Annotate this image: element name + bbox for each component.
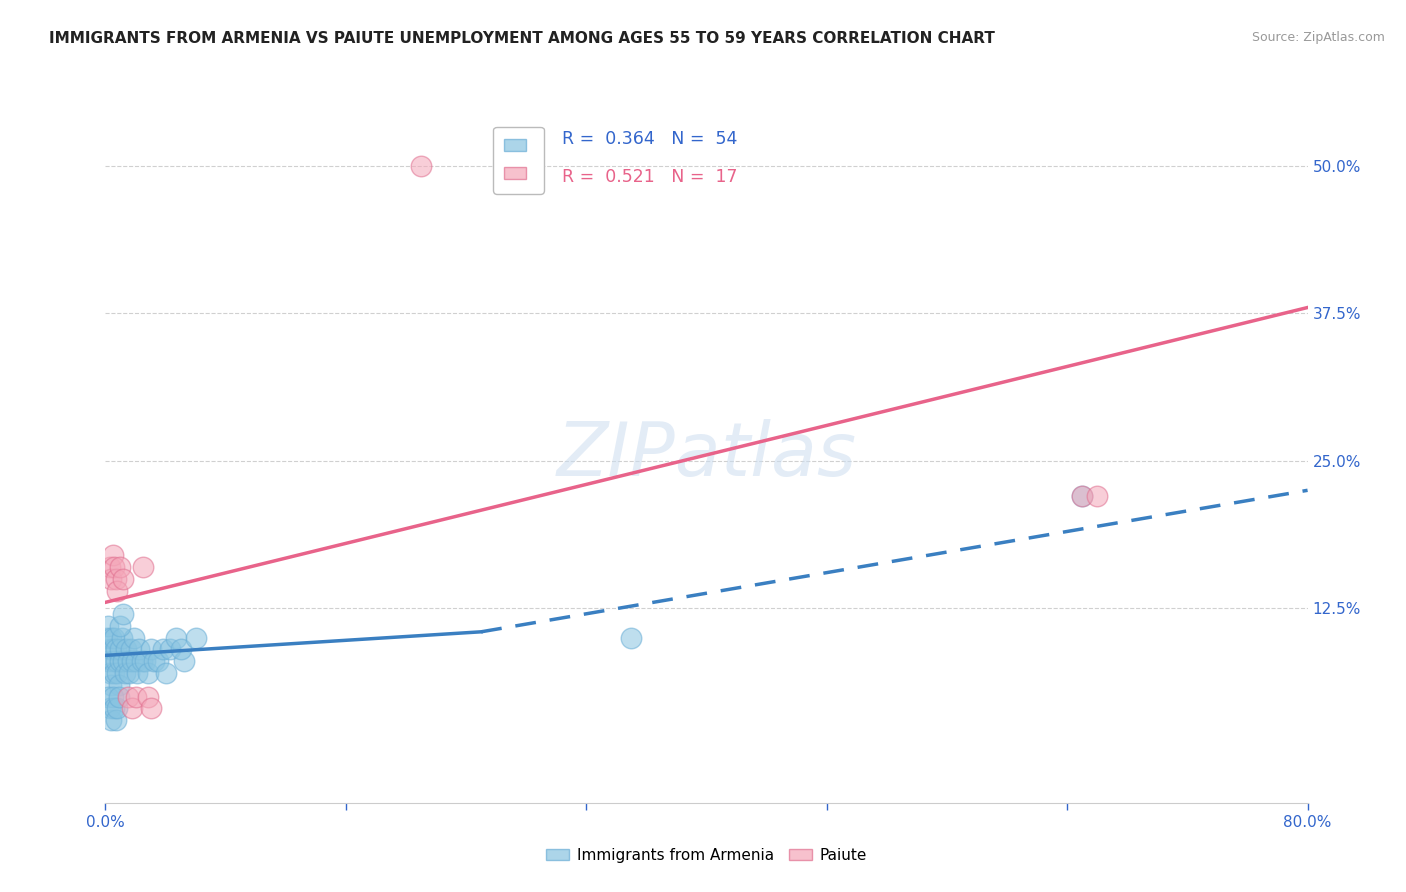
Point (118, 666, 141, 681)
Point (134, 654, 156, 668)
Point (121, 654, 143, 668)
Point (124, 690, 146, 704)
Point (100, 572, 122, 586)
Text: R =  0.521   N =  17: R = 0.521 N = 17 (562, 168, 738, 186)
Point (184, 631, 207, 645)
Point (110, 654, 132, 668)
Point (1085, 489, 1108, 503)
Point (104, 654, 127, 668)
Point (112, 572, 135, 586)
Point (136, 690, 159, 704)
Point (122, 631, 145, 645)
Point (111, 631, 134, 645)
Point (409, 159, 432, 173)
Point (107, 701, 129, 715)
Point (128, 642, 150, 657)
Point (132, 560, 155, 574)
Point (120, 642, 142, 657)
Point (100, 713, 122, 727)
Point (108, 678, 131, 692)
Point (101, 690, 124, 704)
Point (152, 642, 174, 657)
Point (103, 666, 125, 681)
Point (104, 642, 127, 657)
Point (96, 631, 118, 645)
Text: Source: ZipAtlas.com: Source: ZipAtlas.com (1251, 31, 1385, 45)
Point (117, 654, 139, 668)
Point (103, 560, 125, 574)
Point (107, 583, 129, 598)
Text: R =  0.364   N =  54: R = 0.364 N = 54 (562, 130, 738, 148)
Point (165, 631, 187, 645)
Point (110, 642, 132, 657)
Point (112, 607, 135, 621)
Point (100, 631, 122, 645)
Point (121, 701, 143, 715)
Point (112, 654, 135, 668)
Point (98, 666, 121, 681)
Point (101, 654, 124, 668)
Point (142, 654, 165, 668)
Point (103, 701, 125, 715)
Point (98, 701, 121, 715)
Point (108, 690, 131, 704)
Point (97, 619, 120, 633)
Point (139, 642, 162, 657)
Point (97, 654, 120, 668)
Point (101, 642, 124, 657)
Point (97, 690, 120, 704)
Point (114, 666, 136, 681)
Point (101, 548, 124, 562)
Point (1071, 489, 1094, 503)
Point (1071, 489, 1094, 503)
Point (169, 642, 191, 657)
Point (125, 666, 148, 681)
Point (155, 666, 177, 681)
Point (139, 701, 162, 715)
Point (620, 631, 643, 645)
Legend: Immigrants from Armenia, Paiute: Immigrants from Armenia, Paiute (534, 836, 879, 875)
Point (103, 631, 125, 645)
Point (98, 560, 121, 574)
Point (131, 654, 153, 668)
Point (136, 666, 159, 681)
Point (104, 572, 127, 586)
Point (110, 619, 132, 633)
Point (98, 642, 121, 657)
Text: ZIPatlas: ZIPatlas (557, 419, 856, 491)
Point (117, 690, 139, 704)
Text: IMMIGRANTS FROM ARMENIA VS PAIUTE UNEMPLOYMENT AMONG AGES 55 TO 59 YEARS CORRELA: IMMIGRANTS FROM ARMENIA VS PAIUTE UNEMPL… (49, 31, 995, 46)
Point (115, 642, 138, 657)
Point (159, 642, 181, 657)
Point (110, 560, 132, 574)
Point (146, 654, 169, 668)
Point (124, 654, 146, 668)
Point (100, 678, 122, 692)
Point (173, 654, 195, 668)
Point (107, 666, 129, 681)
Point (104, 713, 127, 727)
